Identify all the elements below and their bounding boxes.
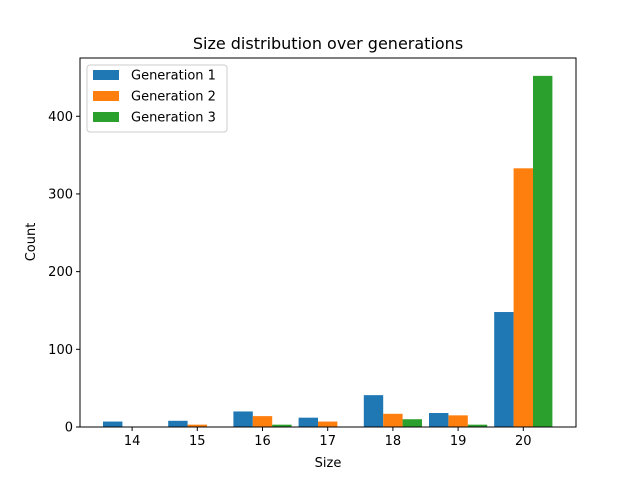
legend-label-gen3: Generation 3 [131, 111, 216, 126]
x-tick-label-15: 15 [189, 434, 206, 449]
legend-swatch-gen3 [93, 112, 119, 122]
bar-gen3-size-20 [533, 75, 553, 428]
legend-frame [86, 64, 228, 133]
bar-gen1-size-17 [298, 417, 318, 427]
bar-gen1-size-15 [168, 420, 188, 427]
legend-swatch-gen1 [93, 70, 119, 80]
bar-gen2-size-20 [513, 168, 533, 427]
y-tick-label-300: 300 [48, 187, 73, 202]
x-tick-label-17: 17 [319, 434, 336, 449]
bar-gen1-size-19 [429, 413, 449, 427]
bar-gen3-size-18 [402, 419, 422, 427]
x-axis-label: Size [315, 456, 342, 471]
bar-gen1-size-20 [494, 312, 514, 427]
y-tick-label-0: 0 [65, 421, 73, 436]
bar-gen2-size-19 [448, 415, 468, 427]
x-axis: 14 15 16 17 18 19 20 [124, 427, 532, 449]
bar-gen3-size-16 [272, 424, 292, 427]
bar-gen2-size-16 [252, 416, 273, 427]
bars-layer [103, 75, 553, 428]
chart-title: Size distribution over generations [193, 34, 463, 53]
bar-gen3-size-19 [467, 424, 488, 427]
y-tick-label-200: 200 [48, 265, 73, 280]
bar-gen1-size-14 [103, 421, 123, 427]
y-tick-label-400: 400 [48, 110, 73, 125]
bar-gen1-size-16 [233, 411, 253, 427]
bar-gen2-size-15 [187, 424, 207, 427]
x-tick-label-19: 19 [450, 434, 467, 449]
x-tick-label-20: 20 [515, 434, 532, 449]
y-tick-label-100: 100 [48, 343, 73, 358]
y-axis-label: Count [24, 223, 39, 262]
x-tick-label-16: 16 [254, 434, 271, 449]
legend: Generation 1 Generation 2 Generation 3 [86, 64, 228, 133]
legend-swatch-gen2 [93, 91, 119, 101]
x-tick-label-14: 14 [124, 434, 141, 449]
bar-gen2-size-17 [318, 421, 338, 427]
bar-gen1-size-18 [363, 395, 384, 427]
legend-label-gen1: Generation 1 [131, 69, 216, 84]
legend-label-gen2: Generation 2 [131, 90, 216, 105]
y-axis: 0 100 200 300 400 [48, 110, 80, 436]
x-tick-label-18: 18 [385, 434, 402, 449]
bar-gen2-size-18 [383, 413, 403, 427]
